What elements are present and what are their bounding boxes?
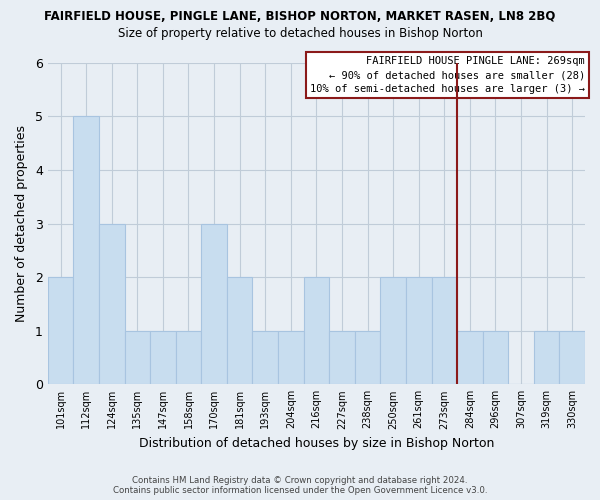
X-axis label: Distribution of detached houses by size in Bishop Norton: Distribution of detached houses by size … — [139, 437, 494, 450]
Bar — [559, 330, 585, 384]
Text: Size of property relative to detached houses in Bishop Norton: Size of property relative to detached ho… — [118, 28, 482, 40]
Text: Contains HM Land Registry data © Crown copyright and database right 2024.
Contai: Contains HM Land Registry data © Crown c… — [113, 476, 487, 495]
Bar — [380, 277, 406, 384]
Bar — [125, 330, 150, 384]
Bar — [253, 330, 278, 384]
Bar — [150, 330, 176, 384]
Bar — [482, 330, 508, 384]
Bar — [201, 224, 227, 384]
Bar — [176, 330, 201, 384]
Bar — [431, 277, 457, 384]
Bar — [48, 277, 73, 384]
Bar — [73, 116, 99, 384]
Bar — [406, 277, 431, 384]
Y-axis label: Number of detached properties: Number of detached properties — [15, 125, 28, 322]
Text: FAIRFIELD HOUSE, PINGLE LANE, BISHOP NORTON, MARKET RASEN, LN8 2BQ: FAIRFIELD HOUSE, PINGLE LANE, BISHOP NOR… — [44, 10, 556, 23]
Bar — [278, 330, 304, 384]
Text: FAIRFIELD HOUSE PINGLE LANE: 269sqm
← 90% of detached houses are smaller (28)
10: FAIRFIELD HOUSE PINGLE LANE: 269sqm ← 90… — [310, 56, 585, 94]
Bar — [99, 224, 125, 384]
Bar — [355, 330, 380, 384]
Bar — [227, 277, 253, 384]
Bar — [329, 330, 355, 384]
Bar — [457, 330, 482, 384]
Bar — [534, 330, 559, 384]
Bar — [304, 277, 329, 384]
